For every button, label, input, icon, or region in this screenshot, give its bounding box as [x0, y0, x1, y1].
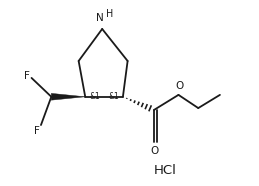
Text: H: H	[106, 9, 113, 19]
Text: F: F	[24, 71, 30, 81]
Polygon shape	[51, 93, 85, 100]
Text: F: F	[34, 126, 40, 136]
Text: O: O	[176, 81, 184, 92]
Text: N: N	[96, 13, 104, 23]
Text: &1: &1	[90, 92, 101, 100]
Text: &1: &1	[109, 92, 119, 100]
Text: HCl: HCl	[154, 164, 177, 177]
Text: O: O	[151, 146, 159, 156]
